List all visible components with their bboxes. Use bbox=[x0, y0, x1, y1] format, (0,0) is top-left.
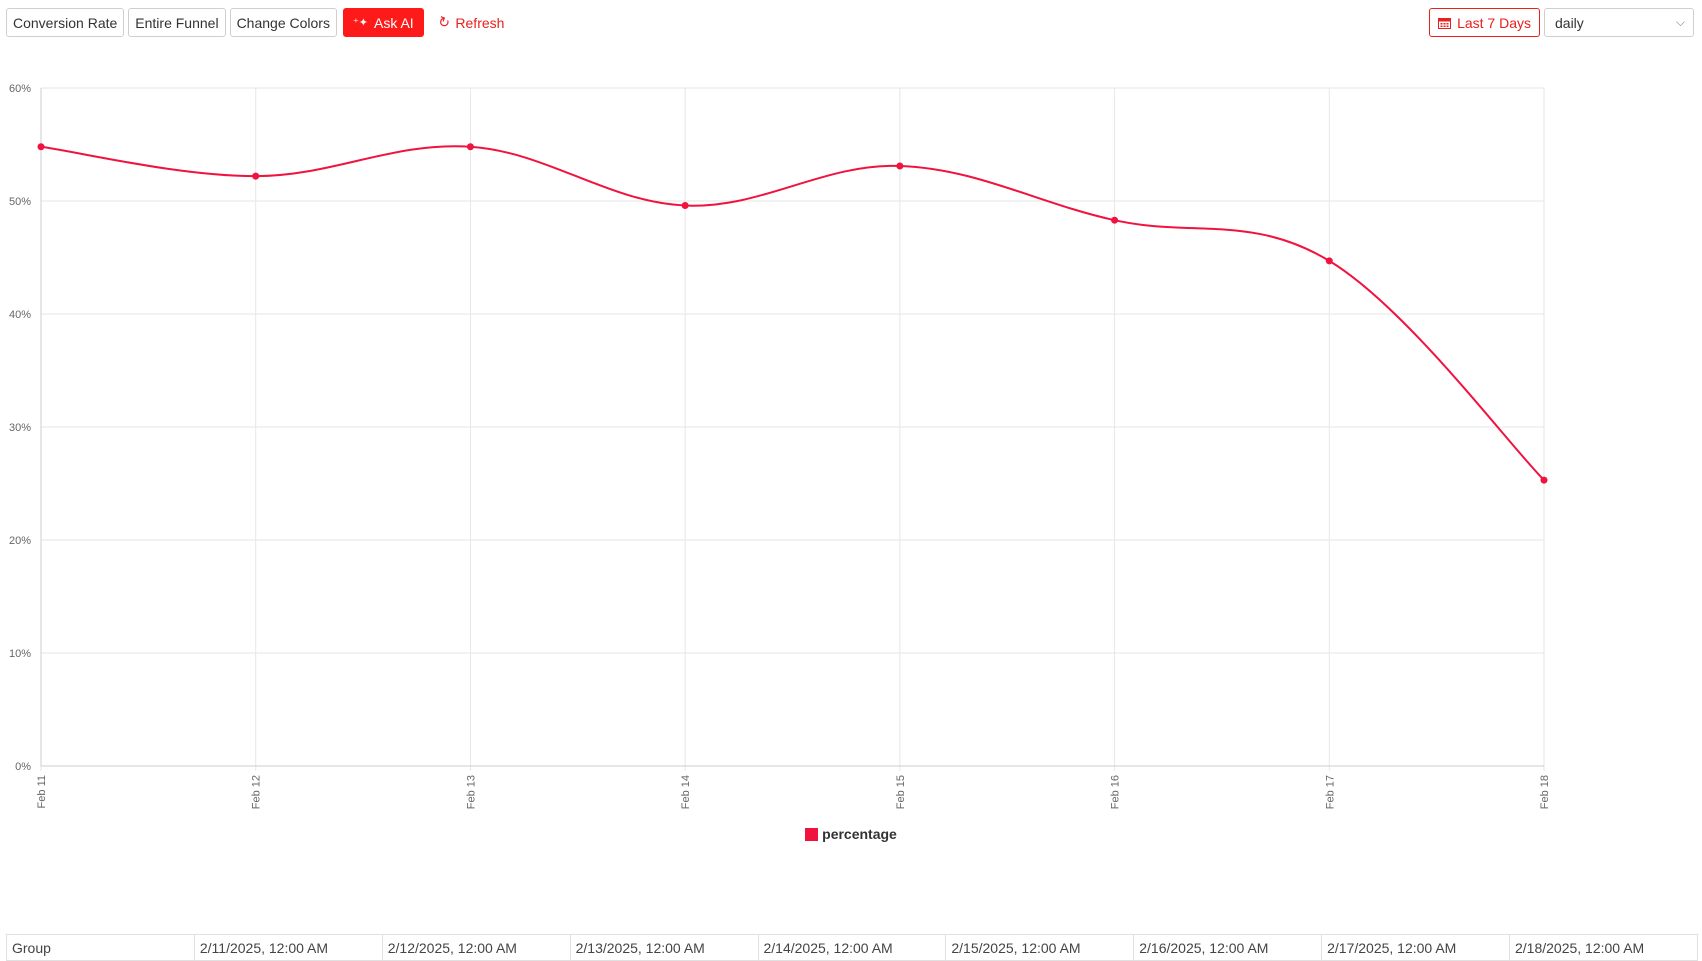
y-tick-label: 10% bbox=[9, 648, 31, 660]
ask-ai-button[interactable]: ⁺✦ Ask AI bbox=[342, 8, 424, 37]
legend-label[interactable]: percentage bbox=[822, 826, 897, 842]
table-cell: 2/11/2025, 12:00 AM bbox=[193, 934, 383, 961]
x-tick-label: Feb 14 bbox=[680, 775, 692, 809]
sparkle-icon: ⁺✦ bbox=[352, 17, 368, 29]
data-point[interactable] bbox=[1325, 257, 1333, 265]
entire-funnel-button[interactable]: Entire Funnel bbox=[128, 8, 226, 37]
series-line bbox=[40, 145, 1545, 481]
granularity-select[interactable]: daily ⌵ bbox=[1544, 8, 1694, 37]
granularity-value: daily bbox=[1555, 14, 1584, 31]
table-cell: 2/14/2025, 12:00 AM bbox=[757, 934, 947, 961]
legend-swatch[interactable] bbox=[805, 827, 819, 841]
table-cell: 2/17/2025, 12:00 AM bbox=[1321, 934, 1510, 961]
data-point[interactable] bbox=[1111, 216, 1119, 224]
calendar-icon bbox=[1438, 17, 1452, 29]
line-chart: 0% 10% 20% 30% 40% 50% 60% Feb 11 Feb 12 Feb 13 Fe… bbox=[9, 83, 1551, 809]
table-cell: 2/13/2025, 12:00 AM bbox=[569, 934, 759, 961]
y-tick-label: 40% bbox=[9, 309, 31, 321]
y-tick-label: 20% bbox=[9, 535, 31, 547]
toolbar-left: Conversion Rate Entire Funnel Change Col… bbox=[6, 8, 510, 37]
table-cell: 2/16/2025, 12:00 AM bbox=[1133, 934, 1323, 961]
toolbar-right: Last 7 Days daily ⌵ bbox=[1429, 8, 1694, 37]
x-tick-label: Feb 13 bbox=[465, 775, 477, 809]
y-tick-label: 0% bbox=[15, 761, 31, 773]
y-tick-label: 50% bbox=[9, 196, 31, 208]
chart-legend: percentage bbox=[0, 826, 1702, 842]
y-tick-label: 60% bbox=[9, 83, 31, 95]
table-cell: 2/12/2025, 12:00 AM bbox=[381, 934, 571, 961]
refresh-icon: ↻ bbox=[435, 12, 452, 32]
x-tick-label: Feb 12 bbox=[251, 775, 263, 809]
chevron-down-icon: ⌵ bbox=[1675, 15, 1685, 29]
refresh-button[interactable]: ↻ Refresh bbox=[432, 8, 511, 37]
refresh-label: Refresh bbox=[455, 14, 505, 31]
x-tick-label: Feb 17 bbox=[1324, 775, 1336, 809]
table-header-group: Group bbox=[6, 934, 195, 961]
date-range-button[interactable]: Last 7 Days bbox=[1429, 8, 1540, 37]
data-point[interactable] bbox=[1540, 476, 1548, 484]
x-tick-label: Feb 18 bbox=[1539, 775, 1551, 809]
table-cell: 2/15/2025, 12:00 AM bbox=[945, 934, 1135, 961]
data-point[interactable] bbox=[37, 143, 45, 151]
change-colors-button[interactable]: Change Colors bbox=[229, 8, 337, 37]
ask-ai-label: Ask AI bbox=[373, 14, 414, 31]
data-point[interactable] bbox=[681, 202, 689, 210]
data-point[interactable] bbox=[466, 143, 474, 151]
x-tick-label: Feb 15 bbox=[895, 775, 907, 809]
data-point[interactable] bbox=[896, 162, 904, 170]
table-row: Group 2/11/2025, 12:00 AM 2/12/2025, 12:… bbox=[6, 934, 1698, 961]
y-tick-label: 30% bbox=[9, 422, 31, 434]
table-cell: 2/18/2025, 12:00 AM bbox=[1509, 934, 1698, 961]
x-tick-label: Feb 11 bbox=[36, 775, 48, 808]
date-range-label: Last 7 Days bbox=[1457, 14, 1531, 31]
data-point[interactable] bbox=[252, 172, 260, 180]
data-table: Group 2/11/2025, 12:00 AM 2/12/2025, 12:… bbox=[6, 934, 1698, 961]
conversion-rate-button[interactable]: Conversion Rate bbox=[6, 8, 125, 37]
x-tick-label: Feb 16 bbox=[1110, 775, 1122, 809]
